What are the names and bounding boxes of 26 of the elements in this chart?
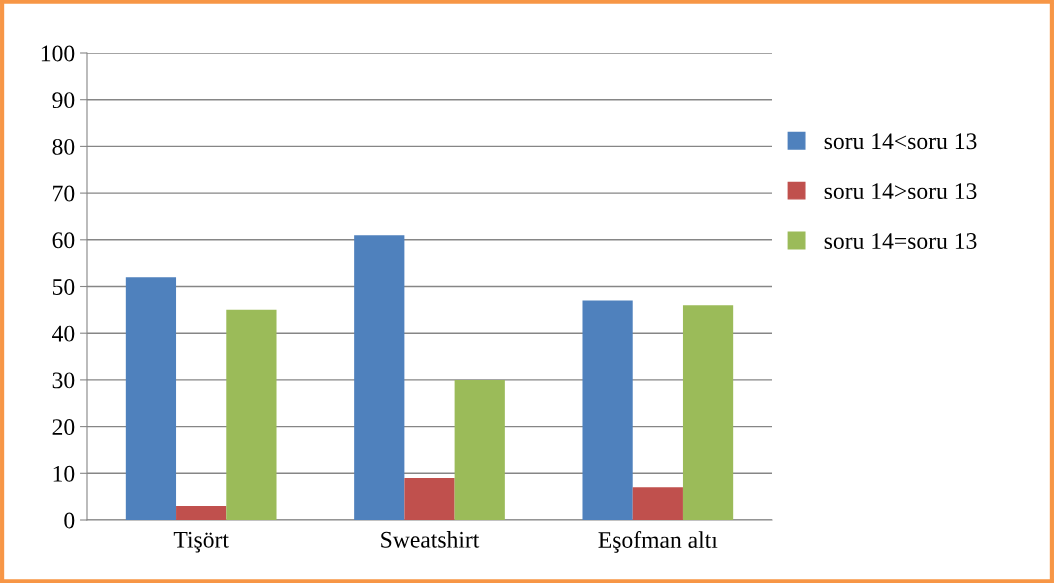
bar (632, 487, 683, 520)
bar (682, 305, 734, 520)
y-tick-label: 0 (64, 512, 75, 529)
y-tick-label: 30 (52, 372, 75, 389)
y-tick-label: 70 (53, 185, 75, 202)
bar (125, 277, 177, 520)
legend-label: soru 14=soru 13 (824, 233, 977, 249)
y-tick-label: 40 (52, 325, 75, 342)
bar (454, 379, 505, 520)
x-tick-label: Sweatshirt (381, 531, 480, 548)
legend-label: soru 14<soru 13 (824, 133, 977, 150)
bar (176, 505, 227, 520)
bar (226, 309, 277, 520)
y-tick-label: 100 (41, 45, 75, 62)
bar (582, 300, 633, 520)
legend-label: soru 14>soru 13 (824, 183, 977, 200)
y-tick-label: 10 (53, 465, 75, 482)
x-tick-label: Tişört (173, 531, 229, 553)
bar (354, 235, 405, 520)
y-tick-label: 60 (52, 232, 75, 249)
bar (404, 477, 455, 520)
y-tick-label: 50 (52, 278, 75, 295)
y-tick-label: 80 (52, 138, 75, 155)
y-tick-label: 20 (52, 419, 75, 436)
y-tick-label: 90 (52, 92, 75, 109)
x-tick-label: Eşofman altı (598, 531, 718, 553)
